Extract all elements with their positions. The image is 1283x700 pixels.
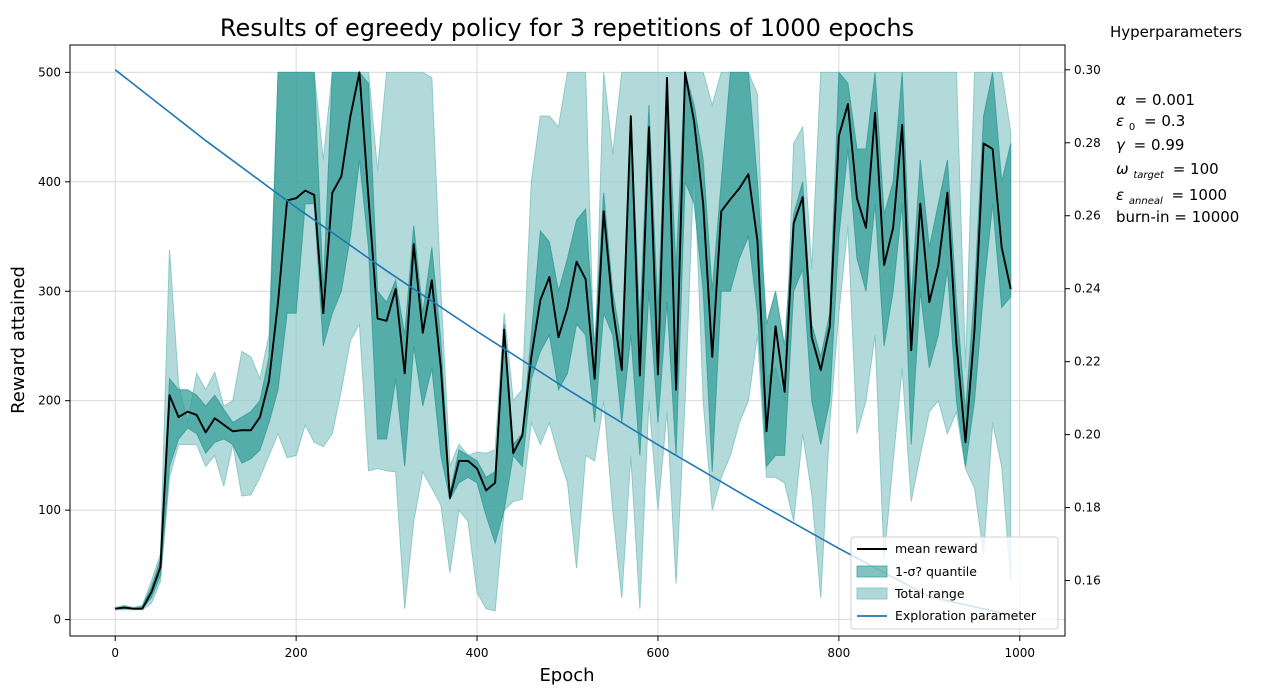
x-tick-label-4: 800 — [827, 646, 850, 660]
chart-title: Results of egreedy policy for 3 repetiti… — [220, 14, 914, 42]
hyper-burnin: burn-in = 10000 — [1116, 208, 1239, 226]
legend-label-range: Total range — [894, 586, 965, 601]
y-tick-label-0: 0 — [53, 613, 61, 627]
hyper-alpha: α = 0.001 — [1116, 91, 1195, 109]
legend-label-mean: mean reward — [895, 541, 978, 556]
y-axis-right: 0.16 0.18 0.20 0.22 0.24 0.26 0.28 0.30 — [1065, 63, 1101, 588]
y2-tick-label-5: 0.26 — [1074, 209, 1101, 223]
y2-tick-label-4: 0.24 — [1074, 282, 1101, 296]
legend-label-quantile: 1-σ? quantile — [895, 564, 977, 579]
y2-tick-label-1: 0.18 — [1074, 501, 1101, 515]
y2-tick-label-3: 0.22 — [1074, 355, 1101, 369]
hyper-eps-anneal: ε anneal = 1000 — [1116, 186, 1227, 208]
y-axis-left: 0 100 200 300 400 500 — [38, 65, 70, 627]
legend-swatch-range — [856, 587, 888, 600]
legend-swatch-quantile — [856, 565, 888, 578]
legend: mean reward 1-σ? quantile Total range Ex… — [850, 536, 1059, 630]
hyper-eps-anneal-symbol: ε — [1116, 186, 1124, 204]
y2-tick-label-7: 0.30 — [1074, 63, 1101, 77]
hyper-gamma-symbol: γ — [1116, 136, 1126, 154]
y-tick-label-3: 300 — [38, 284, 61, 298]
hyper-epsilon0-symbol: ε — [1116, 112, 1124, 130]
x-axis: 0 200 400 600 800 1000 — [111, 636, 1035, 660]
quantile-band — [115, 71, 1012, 610]
mean-reward-line — [115, 71, 1012, 610]
x-tick-label-5: 1000 — [1004, 646, 1035, 660]
hyperparameters-title: Hyperparameters — [1110, 23, 1242, 41]
legend-label-exploration: Exploration parameter — [895, 608, 1037, 623]
y-tick-label-1: 100 — [38, 503, 61, 517]
x-tick-label-0: 0 — [111, 646, 119, 660]
x-tick-label-2: 400 — [466, 646, 489, 660]
hyper-gamma-value: = 0.99 — [1134, 136, 1185, 154]
hyper-alpha-value: = 0.001 — [1135, 91, 1195, 109]
legend-box — [850, 536, 1059, 630]
x-tick-label-3: 600 — [647, 646, 670, 660]
hyper-omega-value: = 100 — [1173, 160, 1219, 178]
hyper-omega: ω target = 100 — [1116, 160, 1219, 182]
hyper-omega-symbol: ω — [1116, 160, 1129, 178]
bands — [114, 71, 1012, 612]
hyper-eps-anneal-sub: anneal — [1129, 196, 1163, 207]
hyper-alpha-symbol: α — [1116, 91, 1126, 109]
y2-tick-label-6: 0.28 — [1074, 136, 1101, 150]
x-tick-label-1: 200 — [285, 646, 308, 660]
hyper-epsilon0-value: = 0.3 — [1144, 112, 1185, 130]
hyper-gamma: γ = 0.99 — [1116, 136, 1184, 154]
hyper-eps-anneal-value: = 1000 — [1172, 186, 1228, 204]
y2-tick-label-2: 0.20 — [1074, 428, 1101, 442]
plot-frame — [69, 44, 1066, 637]
y-tick-label-5: 500 — [38, 65, 61, 79]
hyper-epsilon0: ε 0 = 0.3 — [1116, 112, 1185, 134]
x-axis-title: Epoch — [539, 665, 594, 686]
y-tick-label-2: 200 — [38, 394, 61, 408]
y-axis-title: Reward attained — [8, 266, 29, 414]
y-tick-label-4: 400 — [38, 175, 61, 189]
hyper-omega-sub: target — [1133, 170, 1165, 181]
hyper-epsilon0-sub: 0 — [1129, 122, 1135, 133]
hyperparameters-panel: Hyperparameters α = 0.001 ε 0 = 0.3 γ = … — [1110, 23, 1242, 226]
y2-tick-label-0: 0.16 — [1074, 574, 1101, 588]
